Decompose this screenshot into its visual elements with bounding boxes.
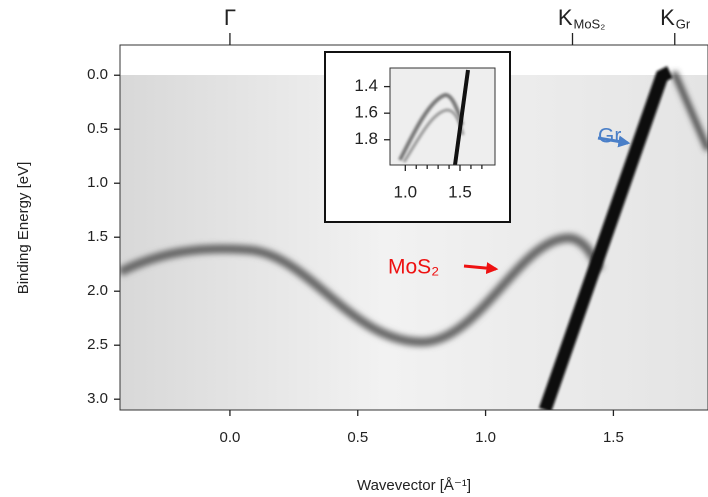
top-tick-label: K — [558, 5, 573, 30]
top-tick-subscript: Gr — [676, 16, 691, 31]
plot-frame — [119, 44, 708, 411]
inset — [324, 51, 511, 223]
annotation-arrow — [597, 135, 631, 148]
x-axis-label: Wavevector [Å⁻¹] — [357, 477, 471, 494]
annotation: MoS₂ — [388, 256, 439, 279]
x-tick-label: 1.5 — [448, 182, 472, 201]
y-tick-label: 3.0 — [87, 390, 108, 407]
x-tick-label: 1.0 — [393, 182, 417, 201]
top-tick-label: Γ — [224, 5, 236, 30]
y-tick-label: 1.5 — [87, 228, 108, 245]
y-tick-label: 1.8 — [354, 129, 378, 148]
x-tick-label: 0.5 — [347, 429, 368, 446]
y-tick-label: 1.4 — [354, 76, 378, 95]
y-tick-label: 1.6 — [354, 103, 378, 122]
annotation: Gr — [598, 125, 621, 148]
y-tick-label: 1.0 — [87, 174, 108, 191]
x-tick-label: 1.5 — [603, 429, 624, 446]
top-tick-subscript: MoS₂ — [574, 16, 606, 31]
y-tick-label: 2.0 — [87, 282, 108, 299]
y-axis-label: Binding Energy [eV] — [15, 162, 32, 295]
y-tick-label: 0.0 — [87, 66, 108, 83]
annotation-arrow — [463, 262, 499, 275]
x-tick-label: 0.0 — [220, 429, 241, 446]
y-tick-label: 2.5 — [87, 336, 108, 353]
x-tick-label: 1.0 — [475, 429, 496, 446]
top-tick-label: K — [660, 5, 675, 30]
y-tick-label: 0.5 — [87, 120, 108, 137]
